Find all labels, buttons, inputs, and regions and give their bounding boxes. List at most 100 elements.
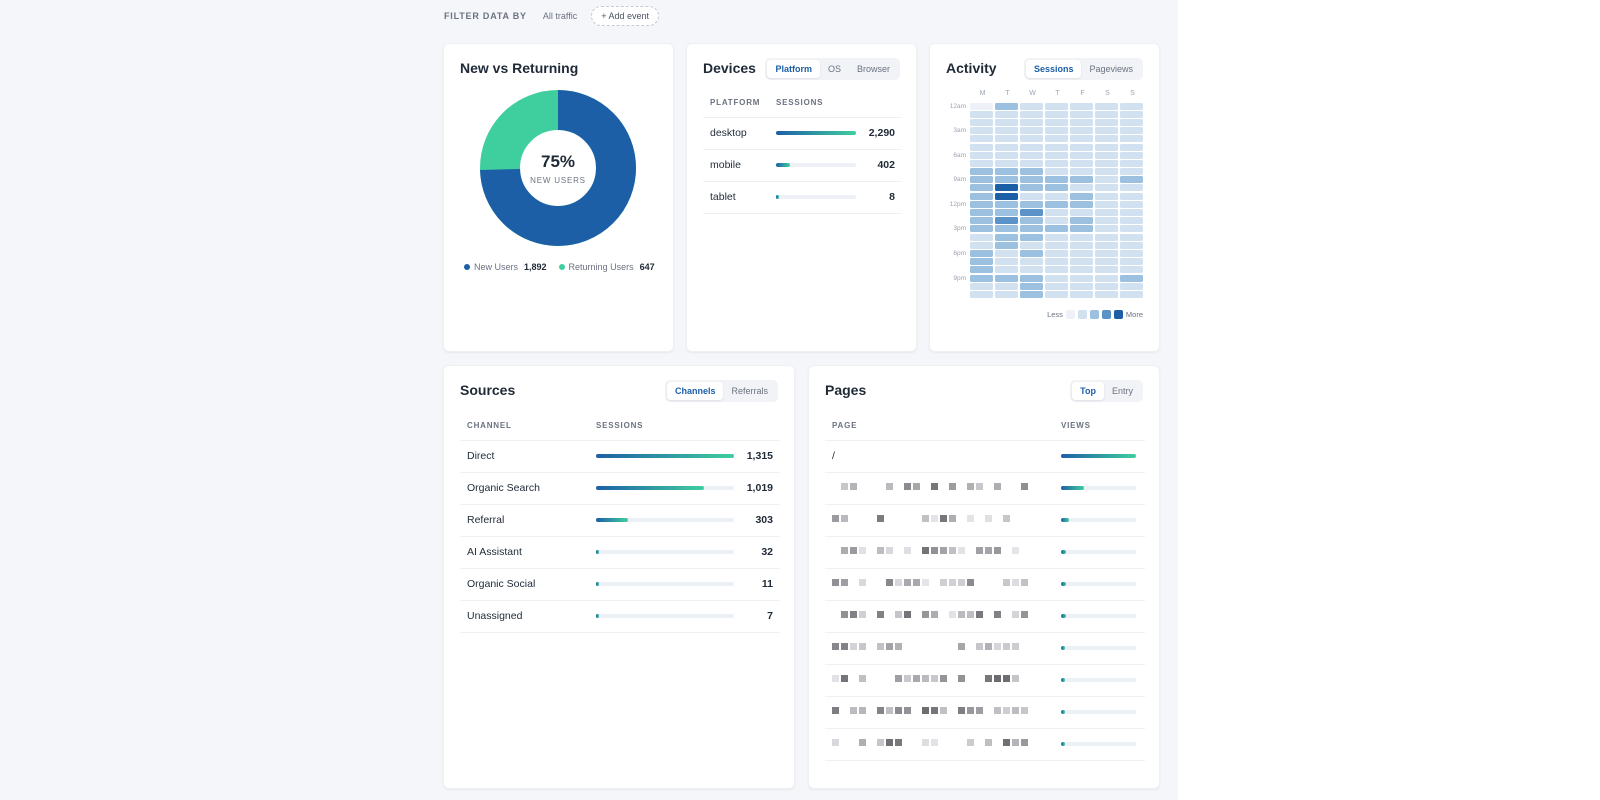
tab-sessions[interactable]: Sessions bbox=[1025, 60, 1082, 78]
page-row[interactable] bbox=[825, 472, 1145, 505]
heatmap-cell[interactable] bbox=[970, 102, 993, 110]
heatmap-cell[interactable] bbox=[995, 151, 1018, 159]
donut-new-slice[interactable] bbox=[480, 90, 636, 246]
heatmap-cell[interactable] bbox=[970, 241, 993, 249]
heatmap-cell[interactable] bbox=[1070, 168, 1093, 176]
heatmap-cell[interactable] bbox=[1120, 192, 1143, 200]
heatmap-cell[interactable] bbox=[1070, 266, 1093, 274]
heatmap-cell[interactable] bbox=[1070, 159, 1093, 167]
heatmap-cell[interactable] bbox=[1020, 209, 1043, 217]
heatmap-cell[interactable] bbox=[1020, 192, 1043, 200]
heatmap-cell[interactable] bbox=[1095, 159, 1118, 167]
heatmap-cell[interactable] bbox=[1095, 266, 1118, 274]
heatmap-cell[interactable] bbox=[1020, 127, 1043, 135]
heatmap-cell[interactable] bbox=[1120, 143, 1143, 151]
heatmap-cell[interactable] bbox=[1120, 200, 1143, 208]
add-event-button[interactable]: + Add event bbox=[591, 6, 659, 26]
heatmap-cell[interactable] bbox=[1020, 274, 1043, 282]
heatmap-cell[interactable] bbox=[970, 110, 993, 118]
heatmap-cell[interactable] bbox=[1070, 143, 1093, 151]
heatmap-cell[interactable] bbox=[1020, 184, 1043, 192]
channel-row[interactable]: Organic Social 11 bbox=[460, 568, 780, 601]
page-row[interactable] bbox=[825, 728, 1145, 761]
heatmap-cell[interactable] bbox=[1070, 282, 1093, 290]
heatmap-cell[interactable] bbox=[1045, 225, 1068, 233]
tab-platform[interactable]: Platform bbox=[767, 60, 820, 78]
heatmap-cell[interactable] bbox=[1095, 217, 1118, 225]
heatmap-cell[interactable] bbox=[1070, 184, 1093, 192]
heatmap-cell[interactable] bbox=[1045, 151, 1068, 159]
heatmap-cell[interactable] bbox=[1120, 102, 1143, 110]
heatmap-cell[interactable] bbox=[1070, 209, 1093, 217]
platform-row[interactable]: desktop 2,290 bbox=[703, 117, 902, 150]
platform-row[interactable]: tablet 8 bbox=[703, 181, 902, 214]
heatmap-cell[interactable] bbox=[1095, 143, 1118, 151]
heatmap-cell[interactable] bbox=[970, 282, 993, 290]
heatmap-cell[interactable] bbox=[1070, 110, 1093, 118]
page-row[interactable] bbox=[825, 600, 1145, 633]
heatmap-cell[interactable] bbox=[995, 266, 1018, 274]
heatmap-cell[interactable] bbox=[1095, 192, 1118, 200]
heatmap-cell[interactable] bbox=[1120, 110, 1143, 118]
heatmap-cell[interactable] bbox=[1120, 135, 1143, 143]
heatmap-cell[interactable] bbox=[1045, 176, 1068, 184]
tab-pageviews[interactable]: Pageviews bbox=[1089, 64, 1133, 74]
heatmap-cell[interactable] bbox=[1120, 127, 1143, 135]
channel-row[interactable]: Direct 1,315 bbox=[460, 440, 780, 473]
tab-os[interactable]: OS bbox=[827, 64, 841, 74]
heatmap-cell[interactable] bbox=[1045, 135, 1068, 143]
heatmap-cell[interactable] bbox=[970, 290, 993, 298]
heatmap-cell[interactable] bbox=[1045, 127, 1068, 135]
heatmap-cell[interactable] bbox=[995, 258, 1018, 266]
heatmap-cell[interactable] bbox=[1095, 127, 1118, 135]
filter-traffic-selector[interactable]: All traffic bbox=[542, 11, 578, 21]
heatmap-cell[interactable] bbox=[995, 176, 1018, 184]
heatmap-cell[interactable] bbox=[1070, 241, 1093, 249]
heatmap-cell[interactable] bbox=[995, 274, 1018, 282]
heatmap-cell[interactable] bbox=[1020, 168, 1043, 176]
heatmap-cell[interactable] bbox=[995, 184, 1018, 192]
heatmap-cell[interactable] bbox=[995, 233, 1018, 241]
channel-row[interactable]: Unassigned 7 bbox=[460, 600, 780, 633]
heatmap-cell[interactable] bbox=[970, 151, 993, 159]
channel-row[interactable]: Organic Search 1,019 bbox=[460, 472, 780, 505]
heatmap-cell[interactable] bbox=[970, 200, 993, 208]
heatmap-cell[interactable] bbox=[1120, 168, 1143, 176]
heatmap-cell[interactable] bbox=[1095, 233, 1118, 241]
heatmap-cell[interactable] bbox=[995, 110, 1018, 118]
heatmap-cell[interactable] bbox=[1020, 159, 1043, 167]
heatmap-cell[interactable] bbox=[1095, 135, 1118, 143]
heatmap-cell[interactable] bbox=[995, 225, 1018, 233]
platform-row[interactable]: mobile 402 bbox=[703, 149, 902, 182]
heatmap-cell[interactable] bbox=[995, 168, 1018, 176]
heatmap-cell[interactable] bbox=[1020, 266, 1043, 274]
channel-row[interactable]: AI Assistant 32 bbox=[460, 536, 780, 569]
heatmap-cell[interactable] bbox=[1045, 200, 1068, 208]
heatmap-cell[interactable] bbox=[995, 118, 1018, 126]
heatmap-cell[interactable] bbox=[1045, 217, 1068, 225]
heatmap-cell[interactable] bbox=[1070, 118, 1093, 126]
heatmap-cell[interactable] bbox=[1070, 127, 1093, 135]
heatmap-cell[interactable] bbox=[970, 209, 993, 217]
heatmap-cell[interactable] bbox=[1095, 249, 1118, 257]
heatmap-cell[interactable] bbox=[1020, 151, 1043, 159]
heatmap-cell[interactable] bbox=[970, 184, 993, 192]
tab-browser[interactable]: Browser bbox=[856, 64, 890, 74]
page-row[interactable] bbox=[825, 504, 1145, 537]
heatmap-cell[interactable] bbox=[1020, 249, 1043, 257]
heatmap-cell[interactable] bbox=[1095, 176, 1118, 184]
heatmap-cell[interactable] bbox=[1120, 217, 1143, 225]
heatmap-cell[interactable] bbox=[1045, 258, 1068, 266]
heatmap-cell[interactable] bbox=[995, 102, 1018, 110]
heatmap-cell[interactable] bbox=[1120, 249, 1143, 257]
heatmap-cell[interactable] bbox=[995, 241, 1018, 249]
heatmap-cell[interactable] bbox=[1095, 200, 1118, 208]
heatmap-cell[interactable] bbox=[1095, 290, 1118, 298]
heatmap-cell[interactable] bbox=[1045, 266, 1068, 274]
heatmap-cell[interactable] bbox=[995, 159, 1018, 167]
heatmap-cell[interactable] bbox=[1045, 143, 1068, 151]
page-row[interactable] bbox=[825, 664, 1145, 697]
heatmap-cell[interactable] bbox=[970, 135, 993, 143]
heatmap-cell[interactable] bbox=[1070, 217, 1093, 225]
heatmap-cell[interactable] bbox=[1095, 282, 1118, 290]
